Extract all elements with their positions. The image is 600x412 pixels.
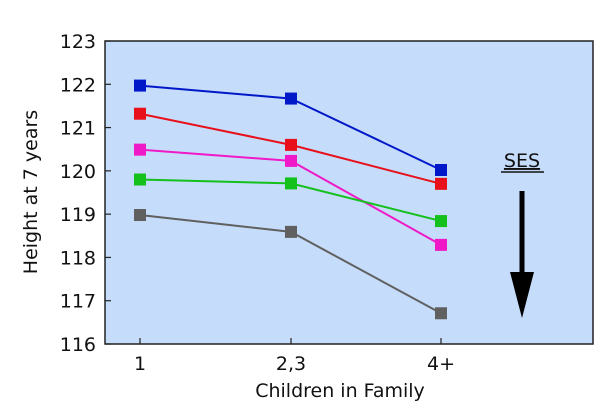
data-point xyxy=(285,177,297,190)
x-tick-label: 2,3 xyxy=(276,353,306,375)
ses-arrow-head xyxy=(510,272,534,318)
series-5 xyxy=(134,209,447,320)
data-point xyxy=(134,143,146,156)
data-point xyxy=(435,215,447,228)
x-axis-ticks: 1 2,3 4+ xyxy=(134,338,455,375)
series-2 xyxy=(134,107,447,190)
y-axis-ticks: 116 117 118 119 120 121 122 123 xyxy=(60,31,111,356)
data-point xyxy=(285,92,297,105)
data-point xyxy=(435,238,447,251)
series-4 xyxy=(134,173,447,228)
data-point xyxy=(285,225,297,238)
y-tick-label: 117 xyxy=(60,291,96,313)
y-tick-label: 120 xyxy=(60,161,96,183)
y-tick-label: 118 xyxy=(60,247,96,269)
data-point xyxy=(134,173,146,186)
series-3 xyxy=(134,143,447,251)
data-point xyxy=(435,177,447,190)
data-point xyxy=(285,138,297,151)
ses-annotation: SES xyxy=(501,150,544,318)
data-point xyxy=(134,107,146,120)
y-tick-label: 119 xyxy=(60,204,96,226)
data-point xyxy=(435,163,447,176)
y-tick-label: 116 xyxy=(60,334,96,356)
y-tick-label: 122 xyxy=(60,74,96,96)
x-axis-label: Children in Family xyxy=(255,380,425,402)
data-point xyxy=(285,154,297,167)
ses-label: SES xyxy=(504,150,540,172)
data-point xyxy=(134,209,146,222)
y-tick-label: 121 xyxy=(60,118,96,140)
y-tick-label: 123 xyxy=(60,31,96,53)
series-layer xyxy=(134,79,447,320)
x-tick-label: 4+ xyxy=(427,353,455,375)
data-point xyxy=(134,79,146,92)
series-1 xyxy=(134,79,447,176)
y-axis-label: Height at 7 years xyxy=(20,110,42,274)
x-tick-label: 1 xyxy=(134,353,146,375)
data-point xyxy=(435,307,447,320)
